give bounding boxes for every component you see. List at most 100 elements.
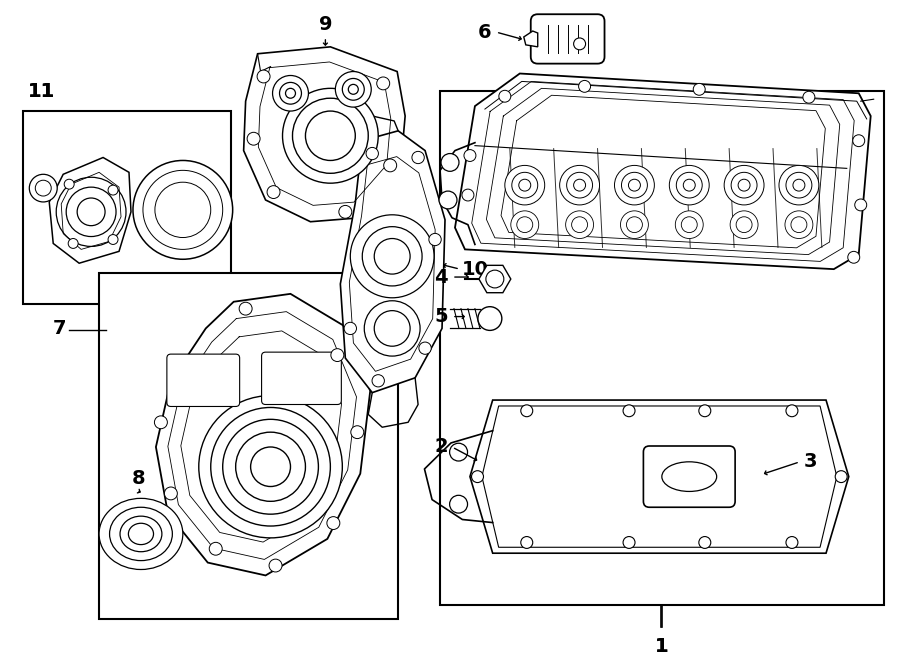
Circle shape: [30, 175, 58, 202]
Circle shape: [155, 182, 211, 237]
Circle shape: [620, 211, 648, 239]
Circle shape: [209, 542, 222, 555]
Circle shape: [338, 206, 352, 218]
Circle shape: [793, 179, 805, 191]
Circle shape: [350, 215, 434, 298]
Circle shape: [412, 151, 424, 164]
Ellipse shape: [662, 462, 716, 491]
Circle shape: [283, 89, 378, 183]
Circle shape: [835, 471, 847, 483]
Circle shape: [211, 407, 330, 526]
Circle shape: [573, 38, 586, 50]
Circle shape: [374, 311, 410, 346]
Circle shape: [331, 349, 344, 362]
Circle shape: [450, 495, 467, 513]
Circle shape: [573, 179, 586, 191]
Polygon shape: [455, 73, 870, 269]
Bar: [440, 91, 884, 605]
Circle shape: [626, 217, 643, 233]
Ellipse shape: [110, 507, 173, 561]
Ellipse shape: [120, 516, 162, 552]
Circle shape: [351, 426, 364, 439]
Circle shape: [628, 179, 641, 191]
Circle shape: [108, 235, 118, 245]
Circle shape: [273, 75, 309, 111]
FancyBboxPatch shape: [166, 354, 239, 407]
Circle shape: [521, 537, 533, 549]
Circle shape: [344, 323, 356, 334]
Circle shape: [327, 517, 340, 529]
Circle shape: [683, 179, 695, 191]
Text: 9: 9: [319, 15, 332, 34]
Circle shape: [499, 91, 511, 102]
Circle shape: [364, 301, 420, 356]
Circle shape: [615, 165, 654, 205]
Circle shape: [472, 471, 483, 483]
Ellipse shape: [129, 524, 154, 545]
Circle shape: [363, 227, 422, 286]
Circle shape: [64, 179, 74, 189]
Circle shape: [464, 149, 476, 161]
Circle shape: [623, 537, 635, 549]
Circle shape: [222, 419, 319, 514]
Circle shape: [698, 405, 711, 416]
FancyBboxPatch shape: [531, 15, 605, 63]
Circle shape: [441, 153, 459, 171]
Circle shape: [579, 81, 590, 93]
Circle shape: [56, 177, 126, 247]
Polygon shape: [482, 406, 837, 547]
Circle shape: [855, 199, 867, 211]
Circle shape: [785, 211, 813, 239]
Circle shape: [731, 173, 757, 198]
Circle shape: [236, 432, 305, 501]
Circle shape: [439, 191, 457, 209]
Circle shape: [450, 444, 467, 461]
Circle shape: [738, 179, 750, 191]
Bar: [99, 273, 398, 619]
Circle shape: [786, 173, 812, 198]
Bar: [23, 111, 230, 303]
Circle shape: [572, 217, 588, 233]
Circle shape: [372, 375, 384, 387]
Circle shape: [724, 165, 764, 205]
Circle shape: [567, 173, 592, 198]
Circle shape: [383, 159, 397, 172]
Text: 3: 3: [804, 452, 817, 471]
Text: 6: 6: [478, 22, 492, 42]
Circle shape: [565, 211, 594, 239]
Circle shape: [267, 186, 280, 198]
Circle shape: [462, 189, 474, 201]
Circle shape: [418, 342, 431, 354]
Circle shape: [693, 83, 706, 95]
Polygon shape: [244, 47, 405, 221]
Circle shape: [675, 211, 703, 239]
Circle shape: [560, 165, 599, 205]
Circle shape: [486, 270, 504, 288]
Circle shape: [853, 135, 865, 147]
Polygon shape: [340, 131, 445, 393]
Polygon shape: [156, 294, 370, 576]
Circle shape: [269, 559, 282, 572]
Circle shape: [779, 165, 819, 205]
Circle shape: [736, 217, 752, 233]
Circle shape: [342, 79, 364, 100]
Circle shape: [512, 173, 537, 198]
Circle shape: [143, 171, 222, 249]
Circle shape: [803, 91, 815, 103]
Circle shape: [280, 83, 302, 104]
Circle shape: [248, 132, 260, 145]
Text: 8: 8: [132, 469, 146, 488]
Text: 1: 1: [655, 637, 669, 656]
Text: 2: 2: [435, 438, 448, 457]
Text: 10: 10: [462, 260, 489, 279]
Text: 11: 11: [28, 82, 56, 101]
Polygon shape: [470, 400, 849, 553]
Circle shape: [791, 217, 807, 233]
Circle shape: [77, 198, 105, 225]
Ellipse shape: [99, 498, 183, 570]
Circle shape: [285, 89, 295, 98]
Circle shape: [848, 251, 860, 263]
Text: 11: 11: [28, 82, 56, 101]
Circle shape: [623, 405, 635, 416]
Circle shape: [305, 111, 356, 161]
